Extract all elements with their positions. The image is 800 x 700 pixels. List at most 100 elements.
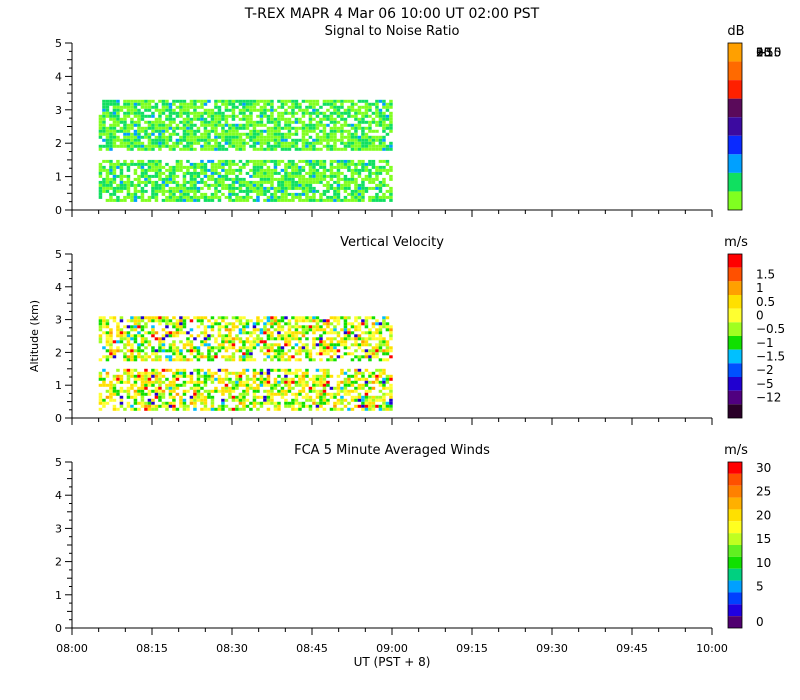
x-axis-label: UT (PST + 8) [354, 655, 431, 669]
heatmap-cell [256, 141, 260, 145]
heatmap-cell [196, 383, 201, 387]
heatmap-cell [375, 111, 379, 115]
heatmap-cell [343, 322, 348, 326]
heatmap-cell [172, 102, 176, 106]
heatmap-cell [291, 346, 295, 350]
heatmap-cell [196, 374, 201, 378]
heatmap-cell [270, 183, 274, 187]
heatmap-cell [168, 132, 173, 136]
heatmap-cell [147, 120, 152, 124]
heatmap-cell [263, 99, 267, 103]
heatmap-cell [305, 349, 309, 353]
heatmap-cell [126, 358, 131, 362]
heatmap-cell [217, 331, 222, 335]
heatmap-cell [228, 186, 232, 190]
heatmap-cell [333, 198, 337, 202]
heatmap-cell [175, 189, 180, 193]
heatmap-cell [221, 319, 225, 323]
heatmap-cell [357, 120, 362, 124]
heatmap-cell [245, 322, 250, 326]
heatmap-cell [389, 334, 393, 338]
heatmap-cell [179, 316, 183, 320]
heatmap-cell [305, 138, 309, 142]
heatmap-cell [228, 159, 232, 163]
heatmap-cell [102, 126, 106, 130]
heatmap-cell [175, 386, 180, 390]
heatmap-cell [161, 319, 166, 323]
heatmap-cell [200, 392, 204, 396]
heatmap-cell [193, 346, 197, 350]
heatmap-cell [140, 186, 145, 190]
heatmap-cell [312, 117, 316, 121]
heatmap-cell [280, 183, 285, 187]
heatmap-cell [361, 129, 365, 133]
heatmap-cell [228, 114, 232, 118]
heatmap-cell [214, 183, 218, 187]
heatmap-cell [189, 340, 194, 344]
heatmap-cell [277, 129, 281, 133]
heatmap-cell [301, 114, 306, 118]
heatmap-cell [196, 138, 201, 142]
colorbar-segment [728, 191, 742, 210]
x-tick-label: 09:00 [376, 642, 408, 655]
heatmap-cell [105, 138, 110, 142]
heatmap-cell [256, 186, 260, 190]
heatmap-cell [312, 374, 316, 378]
heatmap-cell [228, 328, 232, 332]
heatmap-cell [336, 129, 341, 133]
heatmap-cell [123, 126, 127, 130]
heatmap-cell [161, 108, 166, 112]
heatmap-cell [294, 186, 299, 190]
heatmap-cell [214, 386, 218, 390]
heatmap-cell [375, 129, 379, 133]
heatmap-cell [130, 407, 134, 411]
heatmap-cell [364, 144, 369, 148]
heatmap-cell [382, 147, 386, 151]
heatmap-cell [291, 114, 295, 118]
heatmap-cell [116, 102, 120, 106]
heatmap-cell [249, 346, 253, 350]
heatmap-cell [375, 352, 379, 356]
heatmap-cell [207, 186, 211, 190]
heatmap-cell [165, 407, 169, 411]
heatmap-cell [350, 343, 355, 347]
heatmap-cell [179, 349, 183, 353]
heatmap-cell [231, 325, 236, 329]
heatmap-cell [231, 123, 236, 127]
heatmap-cell [175, 195, 180, 199]
heatmap-cell [144, 371, 148, 375]
heatmap-cell [221, 126, 225, 130]
heatmap-cell [144, 180, 148, 184]
heatmap-cell [221, 389, 225, 393]
heatmap-cell [186, 358, 190, 362]
heatmap-cell [270, 114, 274, 118]
heatmap-cell [294, 171, 299, 175]
colorbar-segment [728, 43, 742, 62]
heatmap-cell [182, 111, 187, 115]
colorbar-label: 5 [756, 45, 764, 59]
heatmap-cell [291, 177, 295, 181]
heatmap-cell [200, 398, 204, 402]
heatmap-cell [207, 343, 211, 347]
heatmap-cell [277, 135, 281, 139]
heatmap-cell [179, 189, 183, 193]
heatmap-cell [340, 165, 344, 169]
heatmap-cell [378, 368, 383, 372]
heatmap-cell [385, 189, 390, 193]
heatmap-cell [280, 386, 285, 390]
heatmap-cell [105, 334, 110, 338]
heatmap-cell [231, 198, 236, 202]
heatmap-cell [291, 316, 295, 320]
heatmap-cell [354, 123, 358, 127]
colorbar-unit: dB [727, 24, 744, 39]
heatmap-cell [308, 111, 313, 115]
heatmap-cell [140, 392, 145, 396]
heatmap-cell [193, 117, 197, 121]
heatmap-cell [354, 171, 358, 175]
heatmap-cell [98, 171, 103, 175]
heatmap-cell [154, 392, 159, 396]
heatmap-cell [361, 138, 365, 142]
heatmap-cell [140, 168, 145, 172]
heatmap-cell [168, 195, 173, 199]
heatmap-cell [280, 325, 285, 329]
